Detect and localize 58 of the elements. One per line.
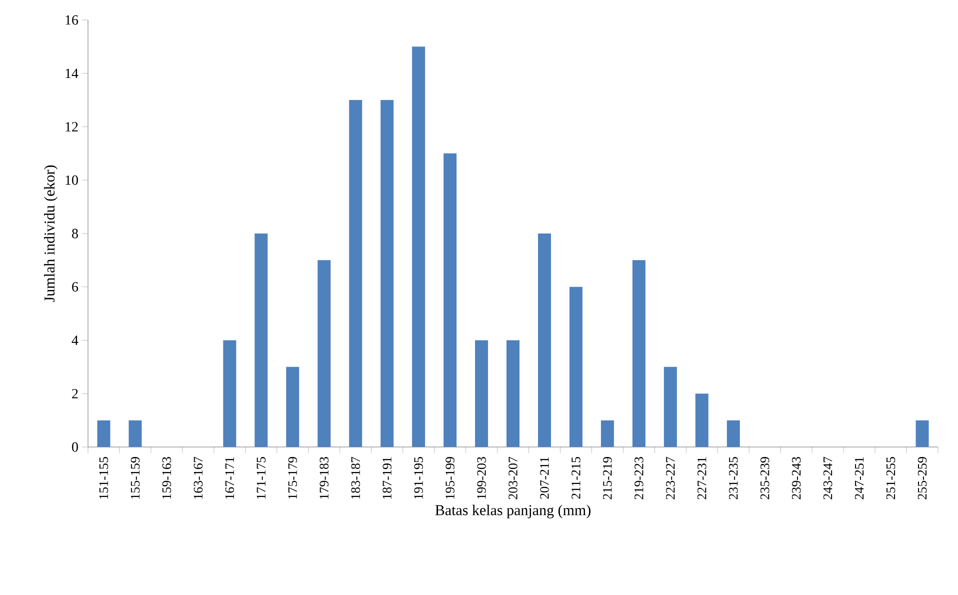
y-tick-label: 6	[72, 282, 78, 292]
x-tick-label: 203-207	[508, 456, 518, 500]
y-tick-label: 0	[72, 442, 78, 452]
x-tick-label: 167-171	[225, 457, 234, 499]
y-tick-label: 10	[66, 175, 78, 185]
y-tick-label: 8	[72, 228, 78, 238]
bar	[380, 100, 394, 447]
x-tick-label: 171-175	[256, 457, 266, 499]
y-tick-label: 2	[72, 388, 78, 398]
bar	[695, 394, 708, 447]
x-tick-label: 191-195	[414, 457, 423, 499]
bar	[412, 46, 426, 447]
y-axis-title: Jumlah individu (ekor)	[44, 165, 58, 302]
x-tick-label: 211-215	[572, 457, 580, 499]
bar	[444, 153, 457, 447]
bar	[726, 420, 740, 447]
x-tick-label: 243-247	[823, 456, 832, 500]
x-tick-label: 159-163	[162, 457, 172, 499]
x-tick-label: 179-183	[320, 457, 328, 499]
x-tick-label: 251-255	[886, 457, 896, 500]
x-tick-label: 239-243	[792, 457, 801, 500]
bar	[475, 340, 488, 447]
y-tick-label: 16	[66, 15, 78, 25]
x-tick-label: 155-159	[130, 457, 140, 499]
x-tick-label: 215-219	[603, 457, 612, 500]
x-tick-label: 223-227	[666, 456, 675, 500]
bar	[916, 420, 929, 447]
bar	[286, 366, 300, 447]
bar	[97, 420, 110, 447]
bar	[632, 260, 646, 447]
bar	[538, 233, 551, 447]
bar	[223, 340, 236, 447]
x-tick-label: 219-223	[634, 457, 644, 500]
x-tick-label: 163-167	[194, 456, 203, 499]
x-tick-label: 199-203	[477, 457, 486, 499]
x-tick-label: 207-211	[540, 457, 549, 499]
bar	[664, 366, 677, 447]
bar	[254, 233, 268, 447]
x-tick-label: 231-235	[729, 457, 738, 500]
y-tick-label: 12	[66, 122, 78, 132]
bar	[349, 100, 362, 447]
x-tick-label: 187-191	[382, 457, 392, 499]
x-tick-label: 151-155	[99, 457, 108, 499]
bar	[600, 420, 614, 447]
x-tick-label: 175-179	[288, 457, 297, 499]
bar	[318, 260, 331, 447]
x-tick-label: 235-239	[760, 457, 770, 500]
bar	[569, 286, 582, 447]
y-tick-label: 4	[72, 336, 78, 345]
x-tick-label: 227-231	[698, 457, 706, 500]
x-tick-label: 255-259	[918, 457, 927, 500]
y-tick-label: 14	[66, 68, 78, 78]
bar	[128, 420, 142, 447]
x-axis-title: Batas kelas panjang (mm)	[435, 504, 590, 518]
x-tick-label: 247-251	[854, 457, 864, 500]
x-tick-label: 183-187	[351, 456, 360, 499]
x-tick-label: 195-199	[446, 457, 454, 499]
bar	[506, 340, 520, 447]
